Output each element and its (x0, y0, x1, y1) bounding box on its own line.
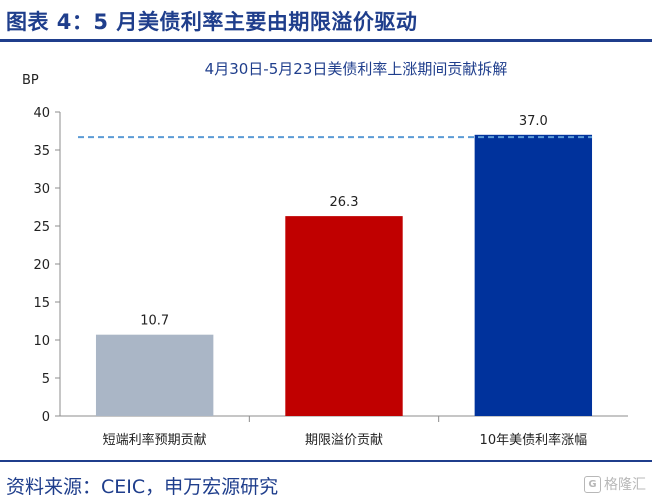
y-tick-label: 40 (33, 106, 50, 121)
bar-3 (474, 134, 593, 417)
y-axis-label: BP (22, 73, 39, 88)
y-tick-label: 10 (33, 334, 50, 349)
data-label-1: 10.7 (140, 314, 169, 329)
figure-title: 图表 4：5 月美债利率主要由期限溢价驱动 (6, 10, 418, 34)
y-tick-label: 30 (33, 182, 50, 197)
y-tick-label: 35 (33, 144, 50, 159)
source-note: 资料来源：CEIC，申万宏源研究 (6, 476, 279, 498)
bar-2 (285, 216, 403, 416)
y-tick-label: 5 (42, 372, 50, 387)
x-tick-label-1: 短端利率预期贡献 (103, 432, 207, 448)
data-label-2: 26.3 (330, 195, 359, 210)
watermark-logo: G (584, 475, 601, 493)
chart-title: 4月30日-5月23日美债利率上涨期间贡献拆解 (205, 60, 508, 78)
bar-chart: 4月30日-5月23日美债利率上涨期间贡献拆解 BP 0 5 10 15 20 25 30 35 4… (22, 60, 628, 448)
bar-1 (95, 334, 214, 416)
y-tick-label: 20 (33, 258, 50, 273)
y-tick-label: 15 (33, 296, 50, 311)
x-tick-label-2: 期限溢价贡献 (305, 433, 383, 448)
data-label-3: 37.0 (519, 114, 548, 129)
watermark-text: 格隆汇 (604, 477, 646, 493)
y-tick-label: 25 (33, 220, 50, 235)
title-rule (0, 39, 652, 42)
y-tick-label: 0 (42, 410, 50, 425)
x-tick-label-3: 10年美债利率涨幅 (480, 432, 588, 448)
watermark: G 格隆汇 (584, 474, 646, 494)
source-rule (0, 460, 652, 462)
